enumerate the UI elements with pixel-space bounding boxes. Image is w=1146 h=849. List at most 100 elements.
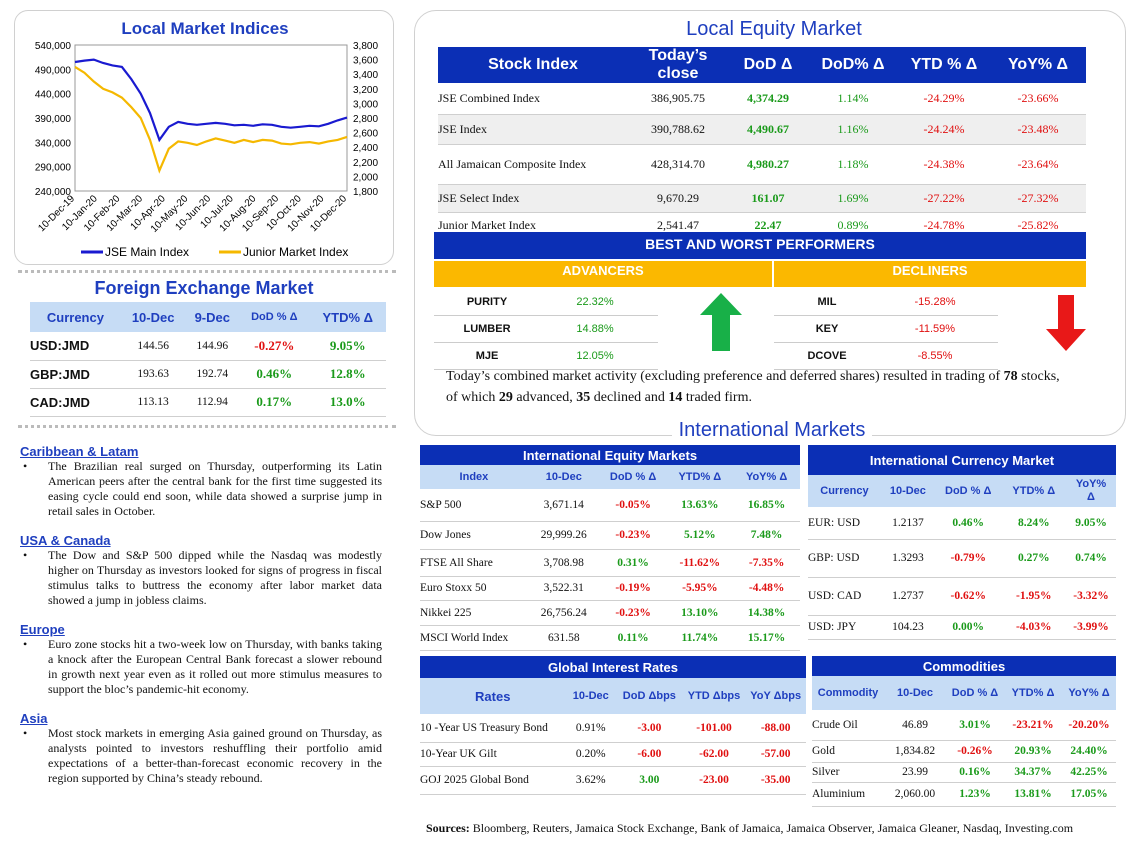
change: -11.59% xyxy=(914,323,956,335)
intl-equity-table: International Equity Markets Index 10-De… xyxy=(420,445,800,651)
cell-d: -0.26% xyxy=(946,740,1004,763)
cell-y: 13.81% xyxy=(1004,782,1062,807)
cell-yy: -35.00 xyxy=(745,766,806,795)
cell-n: MSCI World Index xyxy=(420,625,528,651)
gr-h3: YTD Δbps xyxy=(687,690,741,702)
down-arrow-icon xyxy=(1046,295,1086,351)
declined-count: 35 xyxy=(576,390,591,405)
fx-h4: YTD% Δ xyxy=(322,309,373,325)
market-summary: Today’s combined market activity (exclud… xyxy=(446,366,1066,408)
le-dod: 4,980.27 xyxy=(728,144,808,185)
news-item: The Brazilian real surged on Thursday, o… xyxy=(20,459,382,519)
fx-today: 144.56 xyxy=(120,332,186,361)
news-heading: USA & Canada xyxy=(20,533,111,548)
y-left-tick: 340,000 xyxy=(35,138,72,149)
cell-yy: 7.48% xyxy=(733,521,800,550)
y-left-tick: 240,000 xyxy=(35,187,72,198)
y-left-tick: 540,000 xyxy=(35,41,72,52)
le-h5: YoY% Δ xyxy=(1007,56,1069,73)
cell-n: Gold xyxy=(812,740,884,763)
cell-yy: -4.48% xyxy=(733,576,800,601)
cell-y: 8.24% xyxy=(1001,507,1067,540)
divider xyxy=(18,270,396,273)
ie-h3: YTD% Δ xyxy=(678,471,722,483)
le-dodp: 1.16% xyxy=(808,114,898,145)
summary-text: traded firm. xyxy=(682,390,752,405)
le-h0: Stock Index xyxy=(488,56,578,73)
le-name: All Jamaican Composite Index xyxy=(438,144,628,185)
fx-prev: 144.96 xyxy=(185,332,240,361)
le-yoy: -23.66% xyxy=(990,83,1086,115)
cell-yy: 14.38% xyxy=(733,600,800,626)
cell-yy: 24.40% xyxy=(1062,740,1116,763)
table-row: USD:JMD 144.56 144.96 -0.27% 9.05% xyxy=(30,332,386,361)
ticker: PURITY xyxy=(466,296,508,308)
cell-y: -5.95% xyxy=(666,576,734,601)
cell-d: 3.01% xyxy=(946,710,1004,741)
decliners-list: MIL -15.28% KEY -11.59% DCOVE -8.55% xyxy=(774,289,998,370)
cell-v: 1.3293 xyxy=(880,539,935,578)
cell-yy: -3.32% xyxy=(1066,577,1116,616)
ticker: DCOVE xyxy=(807,350,847,362)
cell-n: 10-Year UK Gilt xyxy=(420,742,566,767)
news-heading: Europe xyxy=(20,622,65,637)
y-right-tick: 3,000 xyxy=(353,99,378,110)
ic-h4a: YoY% xyxy=(1075,478,1107,490)
summary-text: Today’s combined market activity (exclud… xyxy=(446,369,1004,384)
ticker: MIL xyxy=(817,296,837,308)
le-yoy: -23.64% xyxy=(990,144,1086,185)
cell-c: USD: CAD xyxy=(808,577,881,616)
y-right-tick: 3,400 xyxy=(353,70,378,81)
fx-panel: Foreign Exchange Market Currency 10-Dec … xyxy=(18,278,390,417)
cell-v: 0.91% xyxy=(565,714,617,743)
cell-d: -0.05% xyxy=(599,489,667,522)
ic-h2: DoD % Δ xyxy=(945,485,992,497)
ic-h3: YTD% Δ xyxy=(1012,485,1056,497)
cell-v: 3.62% xyxy=(565,766,617,795)
y-left-tick: 440,000 xyxy=(35,90,72,101)
cell-y: 13.63% xyxy=(666,489,734,522)
cm-h1: 10-Dec xyxy=(896,687,934,699)
cell-d: 0.31% xyxy=(599,549,667,577)
fx-ytd: 12.8% xyxy=(309,360,386,389)
le-h3: DoD% Δ xyxy=(821,56,885,73)
le-close: 9,670.29 xyxy=(628,184,728,213)
cell-y: -23.00 xyxy=(682,766,746,795)
cell-y: 0.27% xyxy=(1001,539,1067,578)
y-right-tick: 2,400 xyxy=(353,143,378,154)
cell-v: 104.23 xyxy=(880,615,935,640)
cell-v: 0.20% xyxy=(565,742,617,767)
ic-h4b: Δ xyxy=(1087,491,1095,503)
le-ytd: -24.24% xyxy=(898,114,990,145)
cell-n: Crude Oil xyxy=(812,710,884,741)
news-item: The Dow and S&P 500 dipped while the Nas… xyxy=(20,548,382,608)
advanced-count: 29 xyxy=(498,390,513,405)
table-row: Aluminium 2,060.00 1.23% 13.81% 17.05% xyxy=(812,782,1116,807)
gr-h2: DoD Δbps xyxy=(622,690,676,702)
cell-v: 3,671.14 xyxy=(527,489,600,522)
performer-row: LUMBER 14.88% xyxy=(434,316,658,343)
gr-h4: YoY Δbps xyxy=(750,690,802,702)
cell-n: GOJ 2025 Global Bond xyxy=(420,766,566,795)
cell-y: -62.00 xyxy=(682,742,746,767)
intl-eq-title: International Equity Markets xyxy=(522,447,698,463)
ticker: KEY xyxy=(815,323,839,335)
le-close: 428,314.70 xyxy=(628,144,728,185)
cell-n: S&P 500 xyxy=(420,489,528,522)
table-row: Silver 23.99 0.16% 34.37% 42.25% xyxy=(812,762,1116,783)
table-row: S&P 500 3,671.14 -0.05% 13.63% 16.85% xyxy=(420,489,800,522)
intl-title: International Markets xyxy=(672,419,872,442)
y-right-tick: 3,600 xyxy=(353,56,378,67)
cell-y: -1.95% xyxy=(1001,577,1067,616)
cell-d: 1.23% xyxy=(946,782,1004,807)
table-row: GBP: USD 1.3293 -0.79% 0.27% 0.74% xyxy=(808,539,1116,578)
le-ytd: -24.38% xyxy=(898,144,990,185)
fx-today: 113.13 xyxy=(120,388,186,417)
cell-d: -0.19% xyxy=(599,576,667,601)
fx-prev: 192.74 xyxy=(185,360,240,389)
table-row: JSE Select Index 9,670.29 161.07 1.69% -… xyxy=(438,184,1086,213)
cm-h2: DoD % Δ xyxy=(951,687,999,699)
cell-y: -4.03% xyxy=(1001,615,1067,640)
fx-h2: 9-Dec xyxy=(194,309,230,325)
legend-entry: JSE Main Index xyxy=(105,245,189,259)
